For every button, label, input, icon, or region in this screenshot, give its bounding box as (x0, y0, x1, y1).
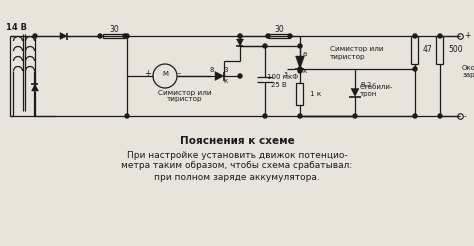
Bar (437, 36, 444, 64)
Text: к: к (303, 68, 307, 74)
Circle shape (413, 34, 417, 38)
Circle shape (298, 67, 302, 71)
Circle shape (438, 34, 442, 38)
Text: з: з (283, 71, 287, 77)
Circle shape (298, 44, 302, 48)
Circle shape (263, 114, 267, 118)
Bar (103, 34, 125, 38)
Text: метра таким образом, чтобы схема срабатывал:: метра таким образом, чтобы схема срабаты… (121, 162, 353, 170)
Text: 30: 30 (274, 25, 284, 33)
Polygon shape (31, 84, 38, 91)
Polygon shape (295, 56, 304, 69)
Text: при полном заряде аккумулятора.: при полном заряде аккумулятора. (154, 172, 320, 182)
Text: 1 к: 1 к (310, 91, 321, 96)
Text: 47: 47 (423, 46, 433, 55)
Bar (297, 82, 303, 105)
Polygon shape (237, 39, 244, 46)
Circle shape (123, 34, 127, 38)
Text: Окончание
заряда: Окончание заряда (462, 64, 474, 77)
Text: 30: 30 (109, 25, 119, 33)
Text: 14 В: 14 В (7, 24, 27, 32)
Text: -: - (464, 112, 467, 122)
Circle shape (125, 34, 129, 38)
Circle shape (266, 34, 270, 38)
Polygon shape (215, 72, 224, 80)
Text: 100 мкФ: 100 мкФ (267, 74, 299, 80)
Bar (268, 34, 290, 38)
Circle shape (413, 114, 417, 118)
Circle shape (438, 114, 442, 118)
Text: 3: 3 (224, 67, 228, 73)
Bar (411, 36, 419, 64)
Text: В,2: В,2 (360, 81, 371, 88)
Text: Пояснения к схеме: Пояснения к схеме (180, 136, 294, 146)
Text: Стабили-
трон: Стабили- трон (360, 84, 393, 97)
Text: 8: 8 (210, 67, 214, 73)
Circle shape (288, 34, 292, 38)
Polygon shape (60, 32, 67, 40)
Text: Симистор или
тиристор: Симистор или тиристор (330, 46, 383, 60)
Circle shape (298, 69, 302, 73)
Text: 500: 500 (448, 46, 463, 55)
Text: к: к (224, 78, 228, 84)
Circle shape (98, 34, 102, 38)
Circle shape (125, 114, 129, 118)
Polygon shape (351, 89, 359, 96)
Circle shape (33, 34, 37, 38)
Text: При настройке установить движок потенцио-: При настройке установить движок потенцио… (127, 151, 347, 159)
Circle shape (413, 67, 417, 71)
Text: 25 В: 25 В (271, 82, 287, 88)
Circle shape (263, 44, 267, 48)
Text: М: М (162, 71, 168, 77)
Text: -: - (177, 70, 181, 78)
Text: +: + (145, 68, 151, 77)
Circle shape (238, 34, 242, 38)
Text: Симистор или
тиристор: Симистор или тиристор (158, 90, 212, 103)
Circle shape (298, 114, 302, 118)
Circle shape (353, 114, 357, 118)
Circle shape (238, 74, 242, 78)
Text: +: + (464, 31, 470, 40)
Text: а: а (303, 51, 307, 57)
